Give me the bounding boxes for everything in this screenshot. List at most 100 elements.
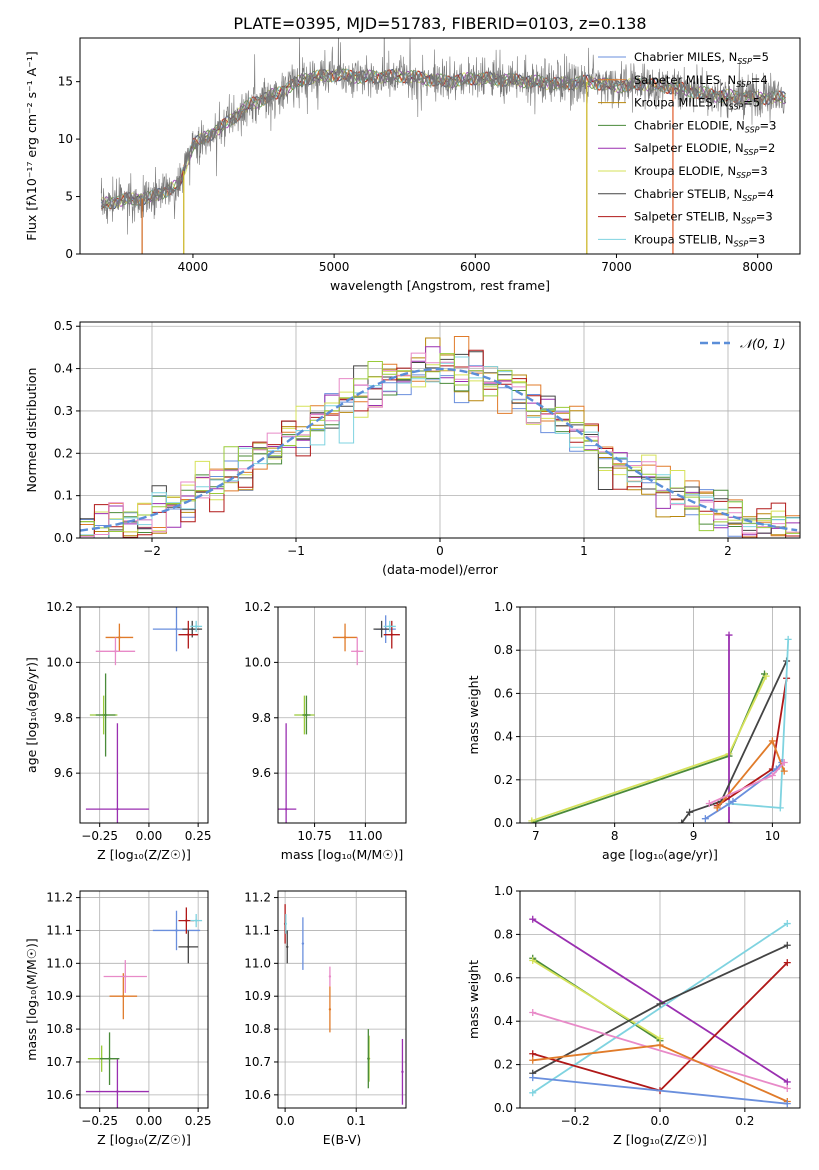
- x-axis-label: (data-model)/error: [382, 562, 499, 577]
- legend-text: Salpeter ELODIE, N: [634, 141, 744, 155]
- y-tick-label: 0.5: [54, 319, 73, 333]
- y-tick-label: 0.4: [494, 730, 513, 744]
- weight-marker: [776, 804, 784, 812]
- weight-marker: [656, 1041, 664, 1049]
- weight-marker: [783, 920, 791, 928]
- y-tick-label: 10.0: [46, 655, 73, 669]
- y-tick-label: 11.2: [244, 891, 271, 905]
- data-point: [104, 713, 107, 717]
- axes-frame: [79, 890, 209, 1109]
- y-tick-label: 10.0: [244, 655, 271, 669]
- data-point: [187, 945, 190, 949]
- weight-marker: [529, 956, 537, 964]
- y-axis-label: Normed distribution: [24, 368, 39, 493]
- legend-subscript: SSP: [736, 171, 751, 180]
- weight-series-line: [680, 660, 788, 823]
- y-axis-label: mass weight: [466, 960, 481, 1039]
- legend-subscript: SSP: [744, 148, 759, 157]
- data-point: [388, 625, 391, 628]
- data-point: [191, 627, 194, 631]
- plot-area: [528, 631, 792, 823]
- weight-series-line: [532, 1076, 788, 1105]
- x-tick-label: −0.25: [81, 829, 118, 843]
- histogram-step-line: [80, 356, 800, 538]
- x-axis-label: E(B-V): [323, 1132, 362, 1147]
- legend-entry: Salpeter MILES, NSSP=4: [634, 73, 768, 89]
- y-tick-label: 9.6: [252, 766, 271, 780]
- normal-distribution-curve: [80, 367, 798, 532]
- y-tick-label: 0.1: [54, 489, 73, 503]
- plot-area: [85, 907, 203, 1108]
- x-tick-label: 2: [724, 544, 732, 558]
- weight-marker: [529, 1074, 537, 1082]
- plot-area: [278, 615, 400, 823]
- x-tick-label: 9: [690, 829, 698, 843]
- legend-subscript: SSP: [745, 125, 760, 134]
- data-point: [122, 995, 125, 998]
- x-axis-label: Z [log₁₀(Z/Z☉)]: [97, 1132, 191, 1147]
- legend-subscript: SSP: [736, 80, 751, 89]
- data-point: [116, 807, 119, 811]
- x-tick-label: 11.00: [348, 829, 382, 843]
- data-point: [328, 1008, 332, 1011]
- plot-area: [80, 336, 800, 538]
- data-point: [390, 633, 393, 636]
- legend-subscript: SSP: [741, 217, 756, 226]
- y-tick-label: 11.1: [46, 923, 73, 937]
- y-tick-label: 10.7: [244, 1055, 271, 1069]
- weight-marker: [701, 815, 709, 823]
- y-tick-label: 0.6: [494, 971, 513, 985]
- y-tick-label: 0.2: [54, 446, 73, 460]
- weight-series-line: [531, 675, 767, 822]
- weight-marker: [529, 1009, 537, 1017]
- legend-subscript: SSP: [737, 57, 752, 66]
- y-tick-label: 0.4: [494, 1014, 513, 1028]
- weight-marker: [780, 767, 788, 775]
- y-tick-label: 10.8: [46, 1022, 73, 1036]
- x-tick-label: 0.25: [185, 829, 212, 843]
- x-axis-label: age [log₁₀(age/yr)]: [602, 847, 718, 862]
- x-tick-label: 10.75: [297, 829, 331, 843]
- y-tick-label: 0.4: [54, 362, 73, 376]
- data-point: [194, 625, 198, 628]
- y-tick-label: 10.9: [244, 989, 271, 1003]
- weight-series-line: [532, 1011, 788, 1090]
- x-tick-label: 0.00: [136, 829, 163, 843]
- weight-marker: [678, 819, 686, 823]
- data-point: [175, 627, 178, 631]
- y-tick-label: 10.6: [46, 1088, 73, 1102]
- weight-series-line: [532, 959, 661, 1040]
- y-tick-label: 15: [58, 75, 73, 89]
- y-tick-label: 9.8: [54, 711, 73, 725]
- weight-marker: [762, 672, 770, 680]
- y-tick-label: 0: [65, 247, 73, 261]
- legend-text: Salpeter STELIB, N: [634, 210, 741, 224]
- y-tick-label: 11.0: [244, 956, 271, 970]
- chart-age-vs-mass: 10.75 11.00 9.6 9.8 10.0 10.2 mass [log₁₀(M/M☉…: [244, 600, 407, 862]
- x-tick-label: 10: [765, 829, 780, 843]
- data-point: [380, 627, 383, 631]
- weight-marker: [529, 1056, 537, 1064]
- weight-marker: [768, 771, 776, 779]
- data-point: [328, 975, 332, 978]
- weight-marker: [528, 817, 536, 823]
- legend-value: =3: [751, 164, 768, 178]
- axes-frame: [277, 890, 407, 1109]
- x-tick-label: 0.1: [347, 1114, 366, 1128]
- x-tick-label: 5000: [319, 260, 350, 274]
- x-tick-label: −1: [287, 544, 305, 558]
- legend-value: =3: [760, 118, 777, 132]
- data-point: [356, 650, 359, 653]
- data-point: [367, 1057, 370, 1060]
- data-point: [124, 975, 127, 978]
- figure-title: PLATE=0395, MJD=51783, FIBERID=0103, z=0…: [233, 14, 646, 33]
- weight-marker: [783, 941, 791, 949]
- y-axis-label: mass weight: [466, 675, 481, 754]
- y-tick-label: 1.0: [494, 600, 513, 614]
- plot-area: [283, 904, 404, 1105]
- weight-marker: [529, 915, 537, 923]
- y-tick-label: 0.2: [494, 1058, 513, 1072]
- x-tick-label: 0.00: [136, 1114, 163, 1128]
- data-point: [343, 636, 347, 639]
- y-tick-label: 0.0: [494, 1101, 513, 1115]
